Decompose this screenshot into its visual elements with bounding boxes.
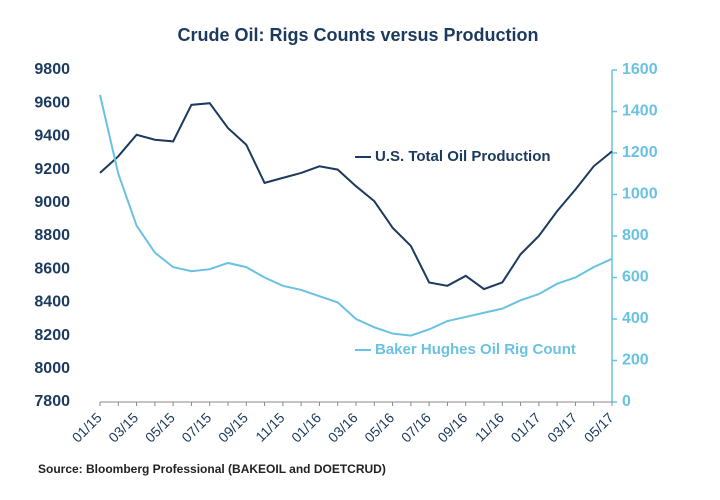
y2-tick-label: 400 [622,310,649,327]
y-tick-label: 8200 [34,327,70,344]
y-tick-label: 8800 [34,227,70,244]
y2-tick-label: 1400 [622,103,658,120]
series-line [99,102,613,291]
y2-tick-label: 1600 [622,61,658,78]
y-tick-label: 9600 [34,94,70,111]
y2-tick-label: 0 [622,393,631,410]
x-tick-label: 01/17 [508,409,544,445]
y2-tick-label: 600 [622,269,649,286]
series-line [99,94,613,337]
x-tick-label: 05/15 [142,409,178,445]
y-tick-label: 8600 [34,260,70,277]
y-tick-label: 8000 [34,360,70,377]
y-tick-label: 9800 [34,61,70,78]
legend-label: Baker Hughes Oil Rig Count [375,341,576,358]
x-tick-label: 03/15 [105,409,141,445]
y2-tick-label: 1000 [622,186,658,203]
y-tick-label: 9400 [34,128,70,145]
x-tick-label: 01/15 [69,409,105,445]
y2-tick-label: 1200 [622,144,658,161]
source-note: Source: Bloomberg Professional (BAKEOIL … [38,462,386,476]
x-tick-label: 05/17 [581,409,617,445]
y-tick-label: 7800 [34,393,70,410]
x-tick-label: 03/17 [544,409,580,445]
y2-tick-label: 800 [622,227,649,244]
y-tick-label: 8400 [34,294,70,311]
y-tick-label: 9200 [34,161,70,178]
x-tick-label: 09/15 [215,409,251,445]
x-tick-label: 03/16 [325,409,361,445]
x-tick-label: 05/16 [361,409,397,445]
y2-tick-label: 200 [622,352,649,369]
legend-label: U.S. Total Oil Production [375,148,551,165]
chart-title: Crude Oil: Rigs Counts versus Production [177,25,538,45]
x-tick-label: 09/16 [434,409,470,445]
x-tick-label: 11/16 [472,409,508,445]
x-tick-label: 01/16 [288,409,324,445]
x-tick-label: 07/15 [178,409,214,445]
x-tick-label: 07/16 [398,409,434,445]
x-tick-label: 11/15 [252,409,288,445]
y-tick-label: 9000 [34,194,70,211]
